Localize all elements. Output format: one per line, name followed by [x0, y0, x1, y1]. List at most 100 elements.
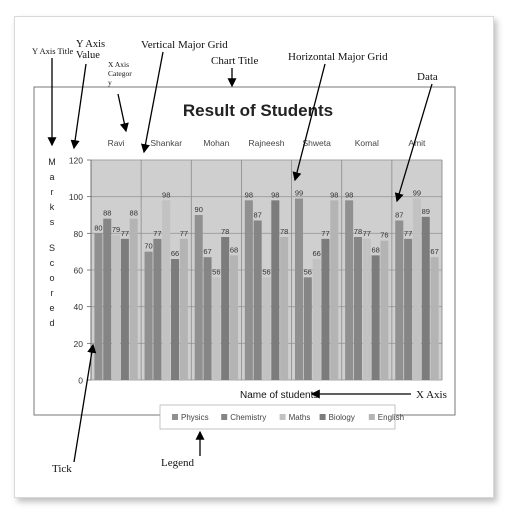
annotations: Y Axis Title Y Axis Value X Axis Categor y … — [32, 39, 447, 475]
bar-data-label: 79 — [112, 225, 120, 234]
bar — [103, 218, 112, 380]
bar — [203, 257, 212, 380]
bar-data-label: 56 — [304, 267, 312, 276]
y-axis-title-letter: s — [50, 217, 55, 227]
bar — [144, 251, 153, 380]
annotation-tick: Tick — [52, 463, 72, 475]
annotation-chart-title: Chart Title — [211, 55, 258, 67]
bar — [430, 257, 439, 380]
category-label: Komal — [355, 138, 379, 148]
bar-data-label: 87 — [395, 211, 403, 220]
annotation-arrows — [47, 51, 433, 463]
bar-data-label: 98 — [330, 190, 338, 199]
bar-data-label: 98 — [245, 190, 253, 199]
y-tick-label: 60 — [74, 266, 84, 276]
bar — [153, 238, 162, 380]
bar — [404, 238, 413, 380]
bar-data-label: 67 — [430, 247, 438, 256]
bar-data-label: 67 — [203, 247, 211, 256]
arrow-horizontal-major-grid — [292, 63, 326, 182]
arrow-y-axis-value — [70, 63, 87, 150]
bar — [330, 200, 339, 380]
y-axis-title-letter: r — [51, 187, 54, 197]
annotation-vertical-major-grid: Vertical Major Grid — [141, 39, 228, 51]
bar-data-label: 56 — [262, 267, 270, 276]
bar-data-label: 89 — [422, 207, 430, 216]
y-axis-title-letter: c — [50, 258, 55, 268]
annotation-y-axis-value: Y Axis Value — [76, 39, 105, 61]
annotation-x-axis-category: X Axis Categor y — [108, 60, 132, 87]
annotation-horizontal-major-grid: Horizontal Major Grid — [288, 51, 388, 63]
y-axis-title-letter: o — [49, 273, 54, 283]
bar-data-label: 77 — [153, 229, 161, 238]
bar — [94, 233, 103, 380]
legend-swatch — [319, 414, 326, 420]
category-label: Rajneesh — [249, 138, 285, 148]
legend-swatch — [221, 414, 228, 420]
bar-data-label: 78 — [354, 227, 362, 236]
bar-data-label: 77 — [404, 229, 412, 238]
bar — [312, 259, 321, 380]
y-tick-label: 20 — [74, 339, 84, 349]
bar — [303, 277, 312, 380]
bar-data-label: 56 — [212, 267, 220, 276]
y-tick-label: 40 — [74, 302, 84, 312]
bar-data-label: 78 — [221, 227, 229, 236]
bar — [171, 259, 180, 380]
bar-data-label: 66 — [312, 249, 320, 258]
bar-data-label: 68 — [230, 245, 238, 254]
chart-title: Result of Students — [183, 101, 333, 120]
bar-data-label: 99 — [413, 189, 421, 198]
bar — [371, 255, 380, 380]
bar-data-label: 87 — [254, 211, 262, 220]
bar — [112, 235, 121, 380]
bars-group — [94, 198, 439, 380]
legend-label: Maths — [289, 413, 311, 422]
legend: Physics Chemistry Maths Biology English — [172, 413, 404, 422]
x-axis-title: Name of students — [240, 390, 318, 401]
legend-label: Biology — [329, 413, 355, 422]
bar — [353, 237, 362, 380]
y-tick-label: 120 — [69, 156, 83, 166]
bar — [280, 237, 289, 380]
bar-data-label: 78 — [280, 227, 288, 236]
legend-swatch — [279, 414, 286, 420]
bar — [380, 240, 389, 380]
bar — [253, 220, 262, 380]
bar — [271, 200, 280, 380]
bar-data-label: 77 — [121, 229, 129, 238]
bar-data-label: 68 — [371, 245, 379, 254]
bar-data-label: 98 — [162, 190, 170, 199]
category-labels: Ravi Shankar Mohan Rajneesh Shweta Komal Amit — [108, 138, 427, 148]
legend-swatch — [368, 414, 375, 420]
bar — [120, 238, 129, 380]
bar-data-label: 77 — [363, 229, 371, 238]
category-label: Ravi — [108, 138, 125, 148]
y-axis-title-letter: M — [48, 157, 56, 167]
y-tick-label: 100 — [69, 192, 83, 202]
bar — [412, 198, 421, 380]
bar-data-label: 80 — [94, 223, 102, 232]
legend-label: Physics — [181, 413, 209, 422]
category-label: Shweta — [302, 138, 331, 148]
arrow-vertical-major-grid — [140, 51, 164, 154]
bar — [262, 277, 271, 380]
legend-box — [159, 404, 396, 430]
bar — [194, 215, 203, 380]
bar-data-label: 88 — [103, 209, 111, 218]
bar-data-label: 88 — [130, 209, 138, 218]
y-tick-label: 0 — [78, 376, 83, 386]
bar-data-label: 90 — [195, 205, 203, 214]
bar — [244, 200, 253, 380]
bar — [362, 238, 371, 380]
bar — [395, 220, 404, 380]
arrow-data — [394, 83, 433, 203]
bar-data-label: 70 — [144, 242, 152, 251]
y-axis-ticks: 0 20 40 60 80 100 120 — [69, 156, 92, 386]
annotation-data: Data — [417, 71, 438, 83]
annotation-y-axis-title: Y Axis Title — [32, 46, 73, 56]
arrow-tick — [73, 343, 97, 463]
y-axis-title-letter: d — [49, 318, 54, 328]
bar-data-label: 76 — [380, 231, 388, 240]
